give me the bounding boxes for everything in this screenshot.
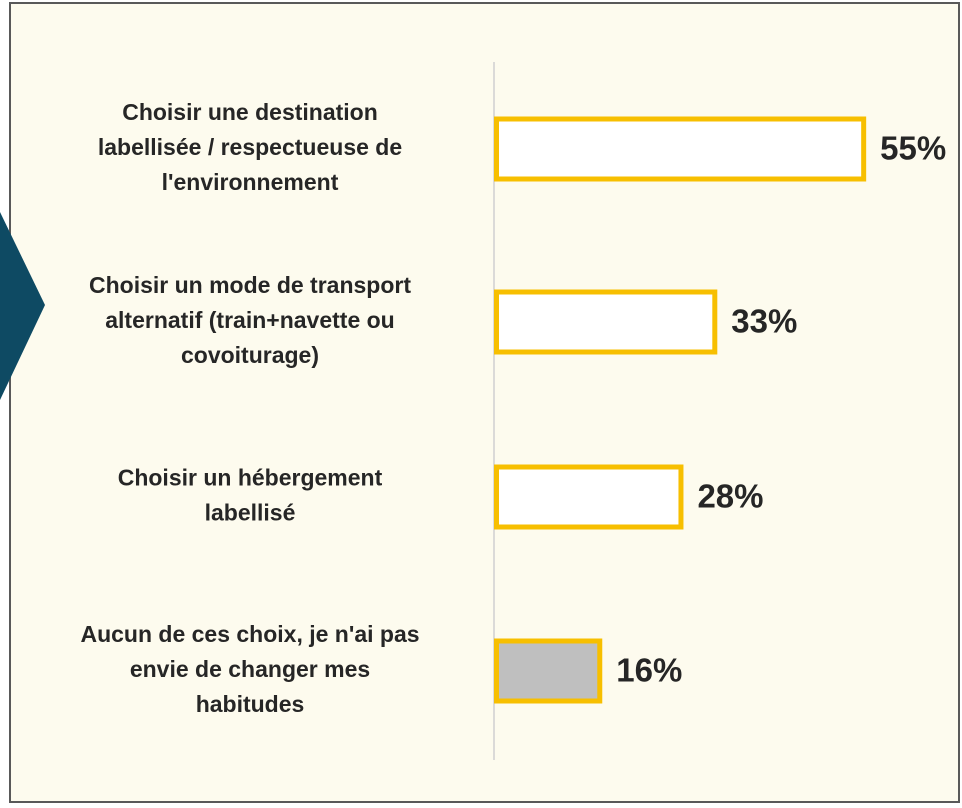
category-label: envie de changer mes bbox=[130, 656, 370, 682]
value-label: 28% bbox=[697, 478, 763, 515]
category-label: Choisir un hébergement bbox=[118, 465, 383, 491]
bar bbox=[494, 289, 718, 355]
category-label: Choisir un mode de transport bbox=[89, 272, 411, 298]
category-label: covoiturage) bbox=[181, 342, 319, 368]
category-label: l'environnement bbox=[162, 169, 339, 195]
value-label: 33% bbox=[731, 303, 797, 340]
category-label: Aucun de ces choix, je n'ai pas bbox=[80, 621, 419, 647]
value-label: 55% bbox=[880, 130, 946, 167]
arrow-decoration bbox=[0, 212, 45, 400]
category-label: Choisir une destination bbox=[122, 99, 378, 125]
category-label: labellisé bbox=[205, 500, 296, 526]
value-label: 16% bbox=[616, 652, 682, 689]
category-label: alternatif (train+navette ou bbox=[105, 307, 394, 333]
bar bbox=[494, 638, 603, 704]
category-label: labellisée / respectueuse de bbox=[98, 134, 402, 160]
category-label: habitudes bbox=[196, 691, 305, 717]
bar bbox=[494, 464, 684, 530]
bar bbox=[494, 116, 867, 182]
